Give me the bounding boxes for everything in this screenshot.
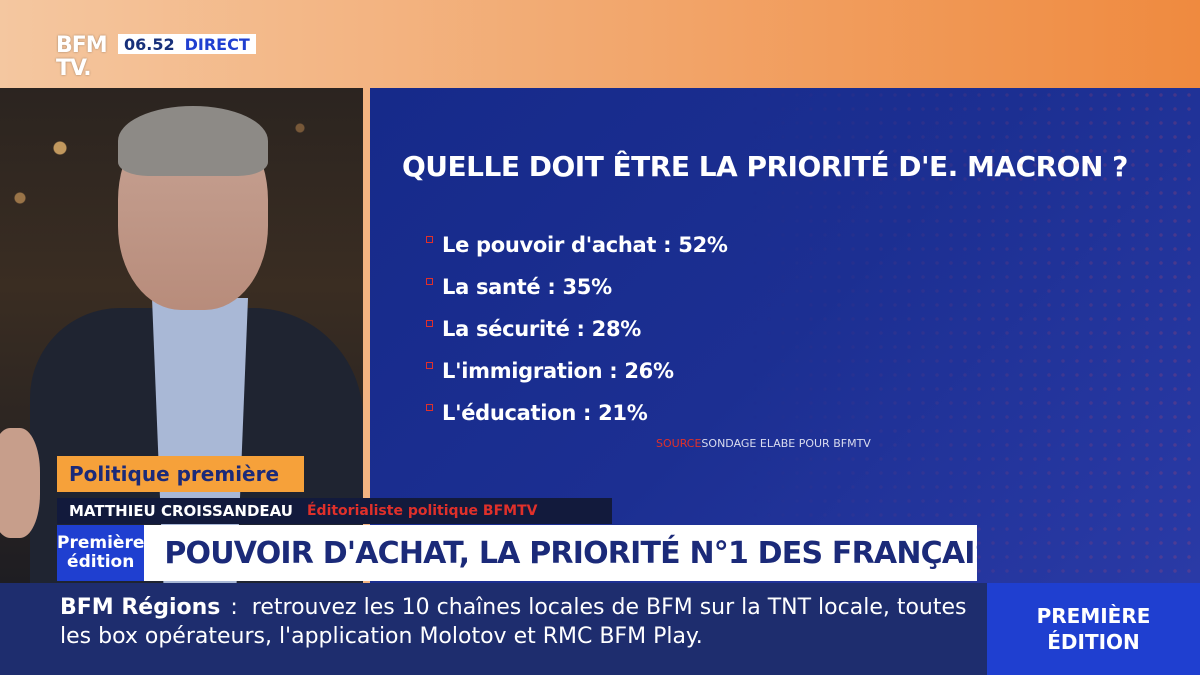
list-item-label: La santé : 35% [442,275,612,299]
list-item: L'immigration : 26% [426,350,728,392]
bfmtv-logo: BFM TV. [56,34,114,86]
program-badge: PREMIÈRE ÉDITION [987,583,1200,675]
list-item: Le pouvoir d'achat : 52% [426,224,728,266]
logo-line-1: BFM [56,33,108,58]
program-badge-line-1: PREMIÈRE [1036,604,1151,628]
studio-video-feed [0,88,363,583]
guest-role: Éditorialiste politique BFMTV [306,503,538,519]
list-item-label: L'éducation : 21% [442,401,648,425]
list-item: La sécurité : 28% [426,308,728,350]
square-bullet-icon [426,362,433,369]
clock-time: 06.52 [124,34,175,54]
list-item: La santé : 35% [426,266,728,308]
list-item-label: La sécurité : 28% [442,317,642,341]
poll-title: QUELLE DOIT ÊTRE LA PRIORITÉ D'E. MACRON… [402,150,1128,183]
ticker-text: retrouvez les 10 chaînes locales de BFM … [60,595,967,649]
square-bullet-icon [426,320,433,327]
logo-line-2: TV. [56,56,92,81]
headline-bar: Première édition POUVOIR D'ACHAT, LA PRI… [57,525,977,581]
square-bullet-icon [426,404,433,411]
program-badge-line-2: ÉDITION [1047,630,1140,654]
ticker-content: BFM Régions: retrouvez les 10 chaînes loc… [60,593,970,651]
poll-source: SOURCESONDAGE ELABE POUR BFMTV [656,437,871,450]
guest-name: MATTHIEU CROISSANDEAU [69,502,293,520]
segment-tag: Politique première [57,456,304,492]
list-item-label: L'immigration : 26% [442,359,674,383]
show-badge-line-1: Première [57,533,145,553]
guest-name-bar: MATTHIEU CROISSANDEAU Éditorialiste poli… [57,498,612,524]
source-text: SONDAGE ELABE POUR BFMTV [701,437,871,450]
live-label: DIRECT [184,34,250,54]
square-bullet-icon [426,236,433,243]
presenter-hand [0,428,40,538]
show-badge-line-2: édition [67,552,135,572]
headline: POUVOIR D'ACHAT, LA PRIORITÉ N°1 DES FRA… [164,535,977,571]
list-item-label: Le pouvoir d'achat : 52% [442,233,728,257]
source-key: SOURCE [656,437,702,450]
square-bullet-icon [426,278,433,285]
ticker-separator: : [230,595,238,620]
presenter-hair [118,106,268,176]
clock-box: 06.52 DIRECT [118,34,256,54]
list-item: L'éducation : 21% [426,392,728,434]
show-badge: Première édition [57,525,145,581]
top-bar: BFM TV. 06.52 DIRECT [0,0,1200,88]
priority-list: Le pouvoir d'achat : 52% La santé : 35% … [426,224,728,434]
ticker-label: BFM Régions [60,595,221,620]
